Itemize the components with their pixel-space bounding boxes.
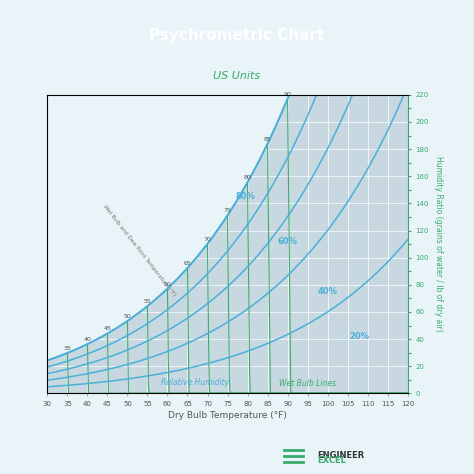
Text: 20%: 20% bbox=[350, 332, 370, 341]
Text: 85: 85 bbox=[264, 137, 272, 142]
Text: EXCEL: EXCEL bbox=[318, 456, 346, 465]
Text: 60%: 60% bbox=[278, 237, 298, 246]
Text: 65: 65 bbox=[183, 261, 191, 266]
Text: 75: 75 bbox=[224, 209, 231, 213]
X-axis label: Dry Bulb Temperature (°F): Dry Bulb Temperature (°F) bbox=[168, 411, 287, 420]
Polygon shape bbox=[47, 95, 408, 393]
Text: Wet Bulb Lines: Wet Bulb Lines bbox=[279, 379, 336, 388]
Text: 45: 45 bbox=[103, 327, 111, 331]
Text: 70: 70 bbox=[203, 237, 211, 242]
Text: 80: 80 bbox=[244, 175, 251, 180]
Text: ENGINEER: ENGINEER bbox=[318, 452, 365, 460]
Text: 50: 50 bbox=[124, 314, 131, 319]
Text: 55: 55 bbox=[144, 299, 151, 304]
Text: 90: 90 bbox=[283, 91, 292, 97]
Y-axis label: Humidity Ratio (grains of water / lb of dry air): Humidity Ratio (grains of water / lb of … bbox=[434, 156, 443, 332]
Text: 80%: 80% bbox=[236, 192, 255, 201]
Text: US Units: US Units bbox=[213, 71, 261, 81]
Text: Relative Humidity: Relative Humidity bbox=[162, 378, 229, 387]
Text: 35: 35 bbox=[64, 346, 72, 351]
Text: 40%: 40% bbox=[318, 287, 337, 296]
Text: 40: 40 bbox=[83, 337, 91, 342]
Text: Psychrometric Chart: Psychrometric Chart bbox=[149, 28, 325, 43]
Text: Wet Bulb and Dew Point Temperature (°F): Wet Bulb and Dew Point Temperature (°F) bbox=[102, 204, 177, 298]
Text: 60: 60 bbox=[164, 282, 172, 286]
